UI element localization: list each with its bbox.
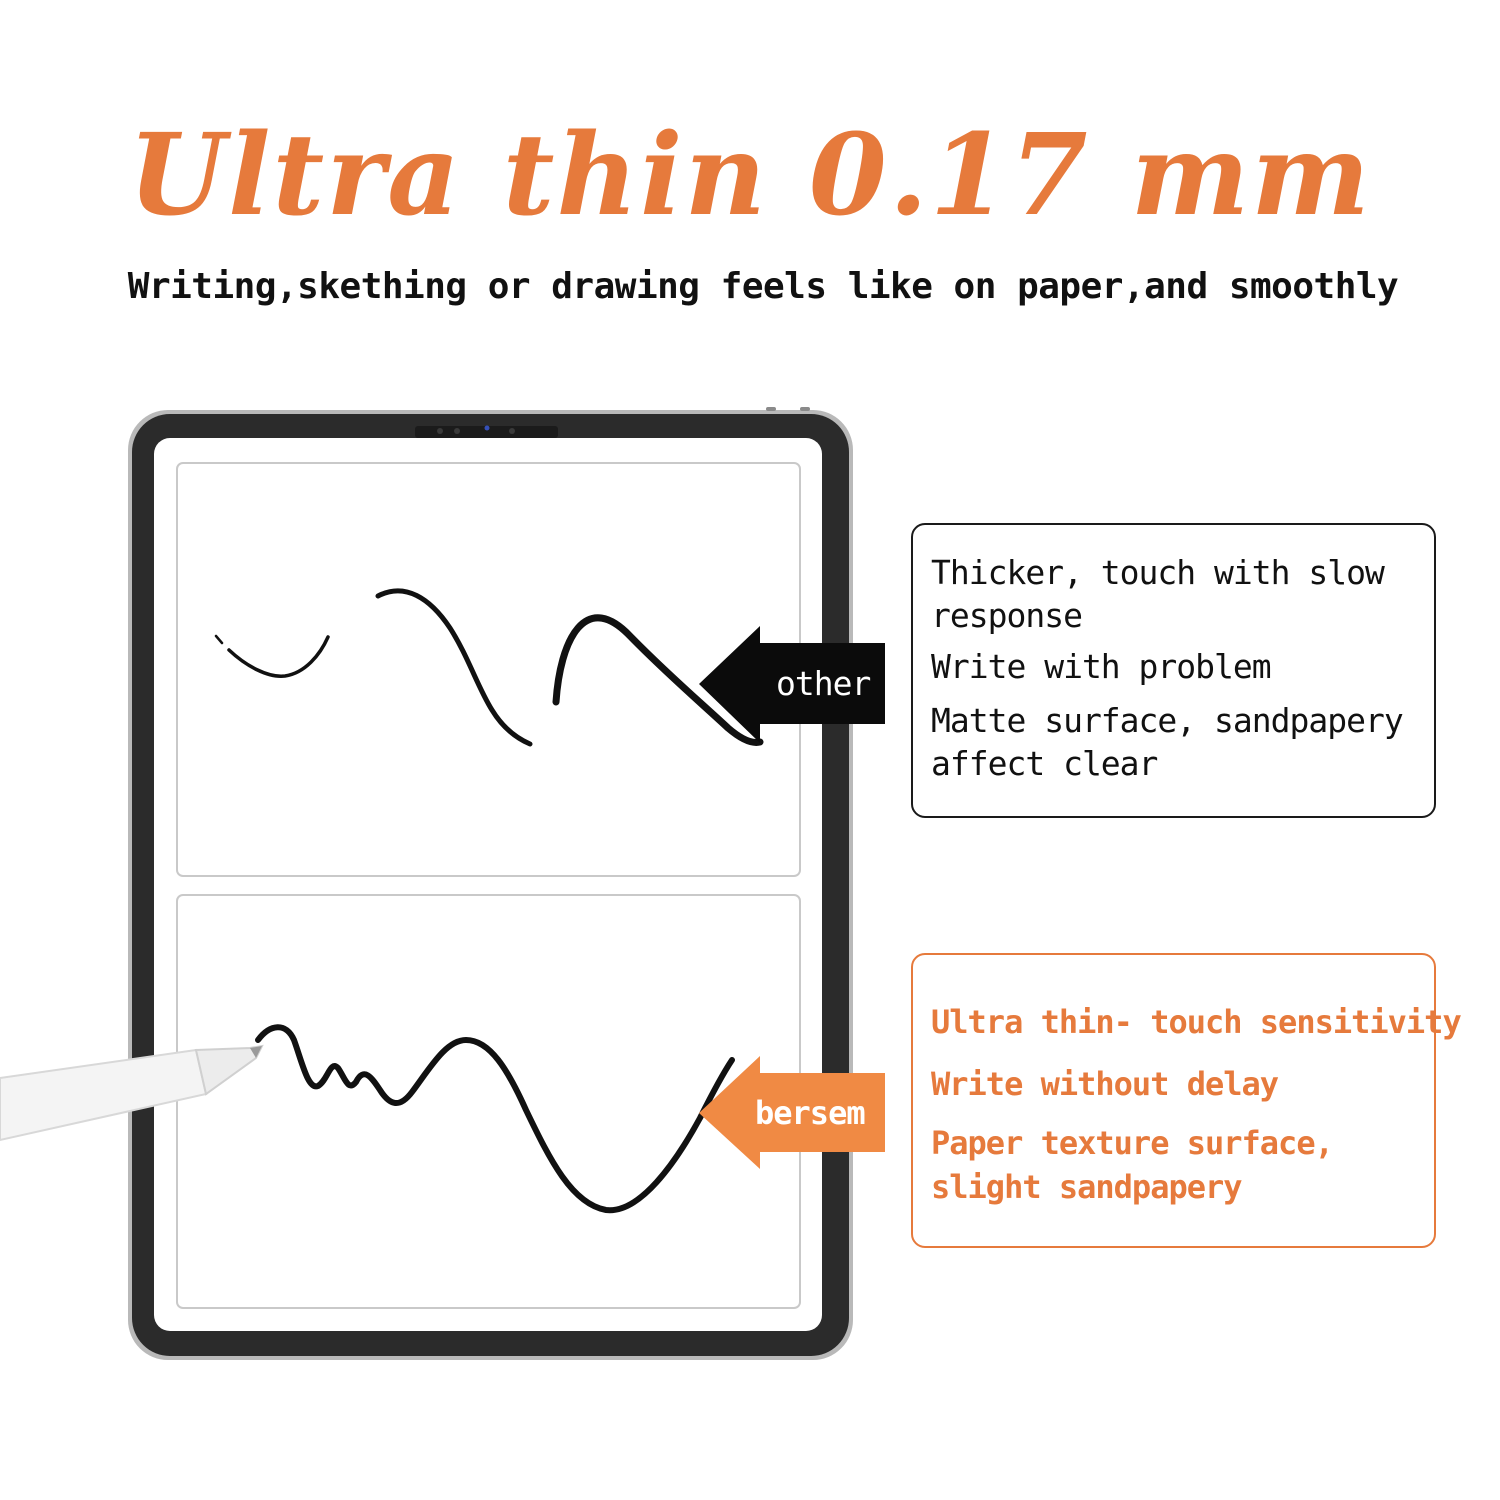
bersem-line-1: Ultra thin- touch sensitivity (931, 1003, 1462, 1041)
other-line-2: response (931, 596, 1083, 635)
arrow-left-icon (699, 626, 885, 743)
panel-other (176, 462, 801, 877)
bersem-tag: bersem (755, 1094, 866, 1132)
bersem-line-3: Paper texture surface, (931, 1124, 1334, 1162)
headline-title: Ultra thin 0.17 mm (128, 110, 1372, 241)
bersem-callout: Ultra thin- touch sensitivity Write with… (911, 953, 1462, 1248)
arrow-left-icon (699, 1056, 885, 1169)
tablet-icon (128, 407, 853, 1360)
other-callout: Thicker, touch with slow response Write … (911, 523, 1436, 818)
stylus-icon (0, 1044, 264, 1142)
bersem-pen-strokes (255, 1024, 735, 1214)
other-line-5: affect clear (931, 744, 1158, 783)
bersem-line-2: Write without delay (931, 1065, 1279, 1103)
other-line-1: Thicker, touch with slow (931, 553, 1385, 592)
other-pen-strokes (214, 588, 764, 747)
other-line-3: Write with problem (931, 647, 1272, 686)
other-tag: other (776, 664, 871, 703)
headline-subtitle: Writing,skething or drawing feels like o… (127, 266, 1399, 307)
bersem-line-4: slight sandpapery (931, 1168, 1243, 1206)
other-line-4: Matte surface, sandpapery (931, 701, 1404, 740)
